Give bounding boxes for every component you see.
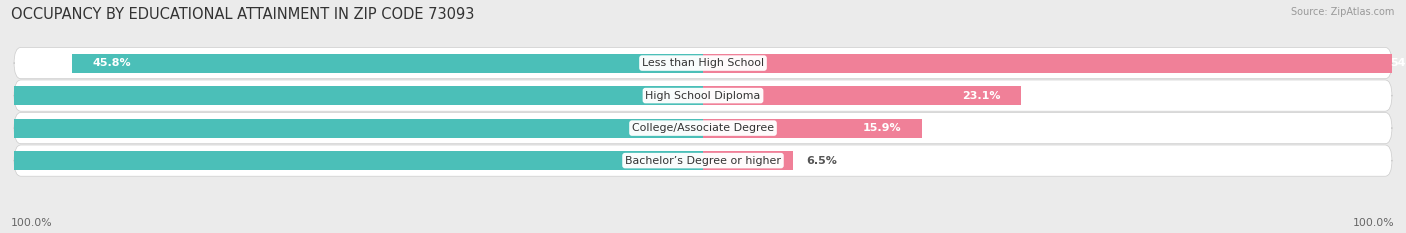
Text: 45.8%: 45.8% — [93, 58, 131, 68]
Bar — [0, 119, 703, 137]
Text: 6.5%: 6.5% — [807, 156, 837, 166]
Text: Less than High School: Less than High School — [643, 58, 763, 68]
FancyBboxPatch shape — [14, 113, 1392, 144]
FancyBboxPatch shape — [14, 145, 1392, 176]
Text: 100.0%: 100.0% — [11, 218, 53, 228]
Bar — [703, 54, 1406, 72]
Bar — [703, 119, 922, 137]
Text: College/Associate Degree: College/Associate Degree — [631, 123, 775, 133]
Text: 15.9%: 15.9% — [863, 123, 901, 133]
FancyBboxPatch shape — [14, 48, 1392, 79]
Bar — [72, 54, 703, 72]
Bar — [703, 86, 1021, 105]
Text: 100.0%: 100.0% — [1353, 218, 1395, 228]
Text: Source: ZipAtlas.com: Source: ZipAtlas.com — [1291, 7, 1395, 17]
Text: High School Diploma: High School Diploma — [645, 91, 761, 101]
Bar — [0, 86, 703, 105]
Text: 54.2%: 54.2% — [1391, 58, 1406, 68]
Text: Bachelor’s Degree or higher: Bachelor’s Degree or higher — [626, 156, 780, 166]
Text: 23.1%: 23.1% — [962, 91, 1001, 101]
Bar — [0, 151, 703, 170]
FancyBboxPatch shape — [14, 80, 1392, 111]
Text: OCCUPANCY BY EDUCATIONAL ATTAINMENT IN ZIP CODE 73093: OCCUPANCY BY EDUCATIONAL ATTAINMENT IN Z… — [11, 7, 475, 22]
Bar — [703, 151, 793, 170]
